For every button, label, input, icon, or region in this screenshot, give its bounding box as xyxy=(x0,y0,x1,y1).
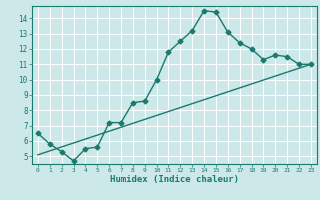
X-axis label: Humidex (Indice chaleur): Humidex (Indice chaleur) xyxy=(110,175,239,184)
